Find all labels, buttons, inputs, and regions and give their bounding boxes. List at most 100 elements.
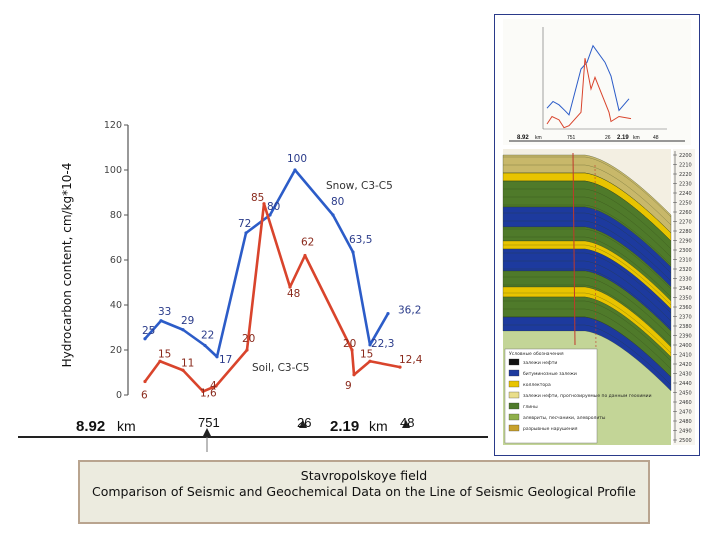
marker-triangle-a	[203, 428, 211, 436]
chart-panel	[18, 118, 488, 440]
depth-label: 2250	[679, 201, 692, 207]
depth-label: 2470	[679, 410, 692, 416]
legend-swatch	[508, 380, 520, 388]
data-label-soil: 9	[345, 380, 352, 392]
lamination-line	[503, 196, 672, 258]
main-y-tick-label: 80	[110, 210, 122, 221]
data-point-snow	[386, 311, 390, 316]
data-point-soil	[245, 348, 249, 352]
lamination-line	[503, 172, 672, 234]
profile-legend: Условные обозначения залежи нефти битумино…	[504, 348, 652, 444]
data-point-snow	[331, 213, 335, 217]
depth-label: 2420	[679, 362, 692, 368]
lamination-line	[503, 308, 672, 370]
marker-point-a: 751	[198, 415, 220, 430]
fault-line	[572, 152, 576, 346]
data-label-soil: 12,4	[399, 354, 423, 366]
depth-label: 2290	[679, 239, 692, 245]
legend-item-label: залежи нефти, прогнозируемые по данным г…	[523, 393, 652, 399]
lamination-line	[503, 156, 672, 218]
marker-left-value: 8.92	[76, 418, 105, 435]
depth-label: 2280	[679, 229, 692, 235]
data-point-soil	[201, 389, 205, 393]
marker-mid-unit: km	[369, 418, 388, 434]
lamination-line	[503, 284, 672, 346]
data-label-snow: 17	[219, 354, 232, 366]
lamination-line	[503, 268, 672, 330]
lamination-line	[503, 276, 672, 338]
main-data-labels: 253329221772801008063,522,336,2615111,64…	[141, 153, 423, 402]
main-y-tick-label: 100	[104, 165, 122, 176]
data-label-snow: 72	[238, 218, 251, 230]
lamination-line	[503, 188, 672, 250]
data-label-snow: 22	[201, 330, 214, 342]
lamination-line	[503, 220, 672, 282]
data-point-soil	[262, 202, 266, 206]
series-line-snow	[144, 168, 390, 359]
data-point-snow	[159, 319, 163, 323]
depth-label: 2390	[679, 334, 692, 340]
depth-label: 2330	[679, 277, 692, 283]
depth-label: 2350	[679, 296, 692, 302]
data-label-soil: 15	[158, 348, 171, 360]
main-series	[143, 168, 402, 393]
series-label-snow: Snow, C3-C5	[326, 180, 393, 192]
mini-marker-a: 751	[567, 135, 576, 141]
legend-item-label: залежи нефти	[523, 360, 557, 366]
data-label-snow: 29	[181, 315, 194, 327]
data-label-snow: 36,2	[398, 305, 421, 317]
main-y-ticks: 0 20 40 60 80 100 120	[104, 120, 122, 401]
depth-label: 2230	[679, 182, 692, 188]
data-point-soil	[398, 365, 402, 369]
depth-label: 2440	[679, 381, 692, 387]
depth-label: 2490	[679, 429, 692, 435]
profile-section: Условные обозначения залежи нефти битумино…	[502, 149, 695, 445]
data-point-snow	[203, 343, 207, 348]
lamination-line	[503, 292, 672, 354]
data-label-soil: 11	[181, 357, 194, 369]
mini-marker-b: 26	[605, 135, 611, 141]
data-point-snow	[351, 250, 355, 254]
lamination-line	[503, 212, 672, 274]
data-point-soil	[143, 379, 147, 384]
depth-label: 2360	[679, 305, 692, 311]
main-y-tick-label: 120	[104, 120, 122, 131]
data-point-soil	[181, 368, 185, 372]
depth-label: 2310	[679, 258, 692, 264]
legend-item-label: битуминозные залежи	[523, 371, 577, 377]
depth-label: 2270	[679, 220, 692, 226]
depth-label: 2410	[679, 353, 692, 359]
data-label-soil: 48	[287, 288, 300, 300]
depth-label: 2240	[679, 191, 692, 197]
data-point-snow	[244, 231, 248, 235]
depth-label: 2210	[679, 163, 692, 169]
legend-item-label: алевриты, песчаники, алевролиты	[523, 416, 606, 421]
legend-item-label: глины	[523, 405, 538, 410]
data-point-snow	[143, 337, 147, 341]
marker-left-unit: km	[117, 418, 136, 434]
y-axis-label: Hydrocarbon content, cm/kg*10-4	[60, 162, 74, 368]
mini-series-line	[546, 58, 632, 129]
data-point-snow	[368, 343, 372, 347]
marker-triangle-c	[402, 420, 410, 428]
legend-item-label: разрывные нарушения	[523, 427, 578, 432]
data-point-snow	[215, 355, 219, 359]
lamination-line	[503, 252, 672, 314]
data-label-snow: 80	[331, 196, 344, 208]
depth-label: 2340	[679, 286, 692, 292]
legend-title: Условные обозначения	[509, 351, 564, 357]
main-y-tick-label: 0	[116, 390, 122, 401]
depth-label: 2260	[679, 210, 692, 216]
main-grid	[124, 124, 129, 396]
data-label-soil: 85	[251, 192, 264, 204]
series-label-soil: Soil, C3-C5	[252, 362, 309, 374]
data-label-snow: 100	[287, 153, 307, 165]
data-label-snow: 63,5	[349, 234, 372, 246]
lamination-line	[503, 316, 672, 378]
seismic-profile-svg: 8.92 km 751 26 2.19 km 48 Условные обозн…	[502, 19, 695, 445]
data-label-soil: 20	[343, 338, 356, 350]
legend-swatch	[508, 391, 520, 399]
depth-label: 2320	[679, 267, 692, 273]
depth-label: 2400	[679, 343, 692, 349]
caption-box: Stavropolskoye field Comparison of Seism…	[78, 460, 650, 524]
